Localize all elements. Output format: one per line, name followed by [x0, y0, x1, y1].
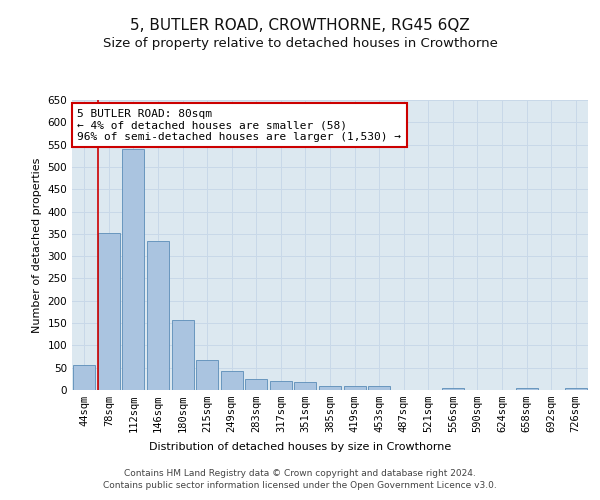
Bar [122, 149, 145, 390]
Bar [73, 364, 95, 390]
Bar [319, 386, 341, 390]
Bar [565, 388, 587, 390]
Bar [295, 382, 316, 390]
Text: Size of property relative to detached houses in Crowthorne: Size of property relative to detached ho… [103, 38, 497, 51]
Bar [442, 388, 464, 390]
Bar [515, 388, 538, 390]
Bar [98, 232, 120, 390]
Bar [147, 240, 169, 390]
Bar [221, 372, 243, 390]
Bar [368, 386, 390, 390]
Text: Distribution of detached houses by size in Crowthorne: Distribution of detached houses by size … [149, 442, 451, 452]
Y-axis label: Number of detached properties: Number of detached properties [32, 158, 42, 332]
Bar [172, 320, 194, 390]
Text: 5 BUTLER ROAD: 80sqm
← 4% of detached houses are smaller (58)
96% of semi-detach: 5 BUTLER ROAD: 80sqm ← 4% of detached ho… [77, 108, 401, 142]
Bar [344, 386, 365, 390]
Bar [270, 381, 292, 390]
Text: 5, BUTLER ROAD, CROWTHORNE, RG45 6QZ: 5, BUTLER ROAD, CROWTHORNE, RG45 6QZ [130, 18, 470, 32]
Bar [245, 379, 268, 390]
Text: Contains HM Land Registry data © Crown copyright and database right 2024.
Contai: Contains HM Land Registry data © Crown c… [103, 468, 497, 490]
Bar [196, 360, 218, 390]
